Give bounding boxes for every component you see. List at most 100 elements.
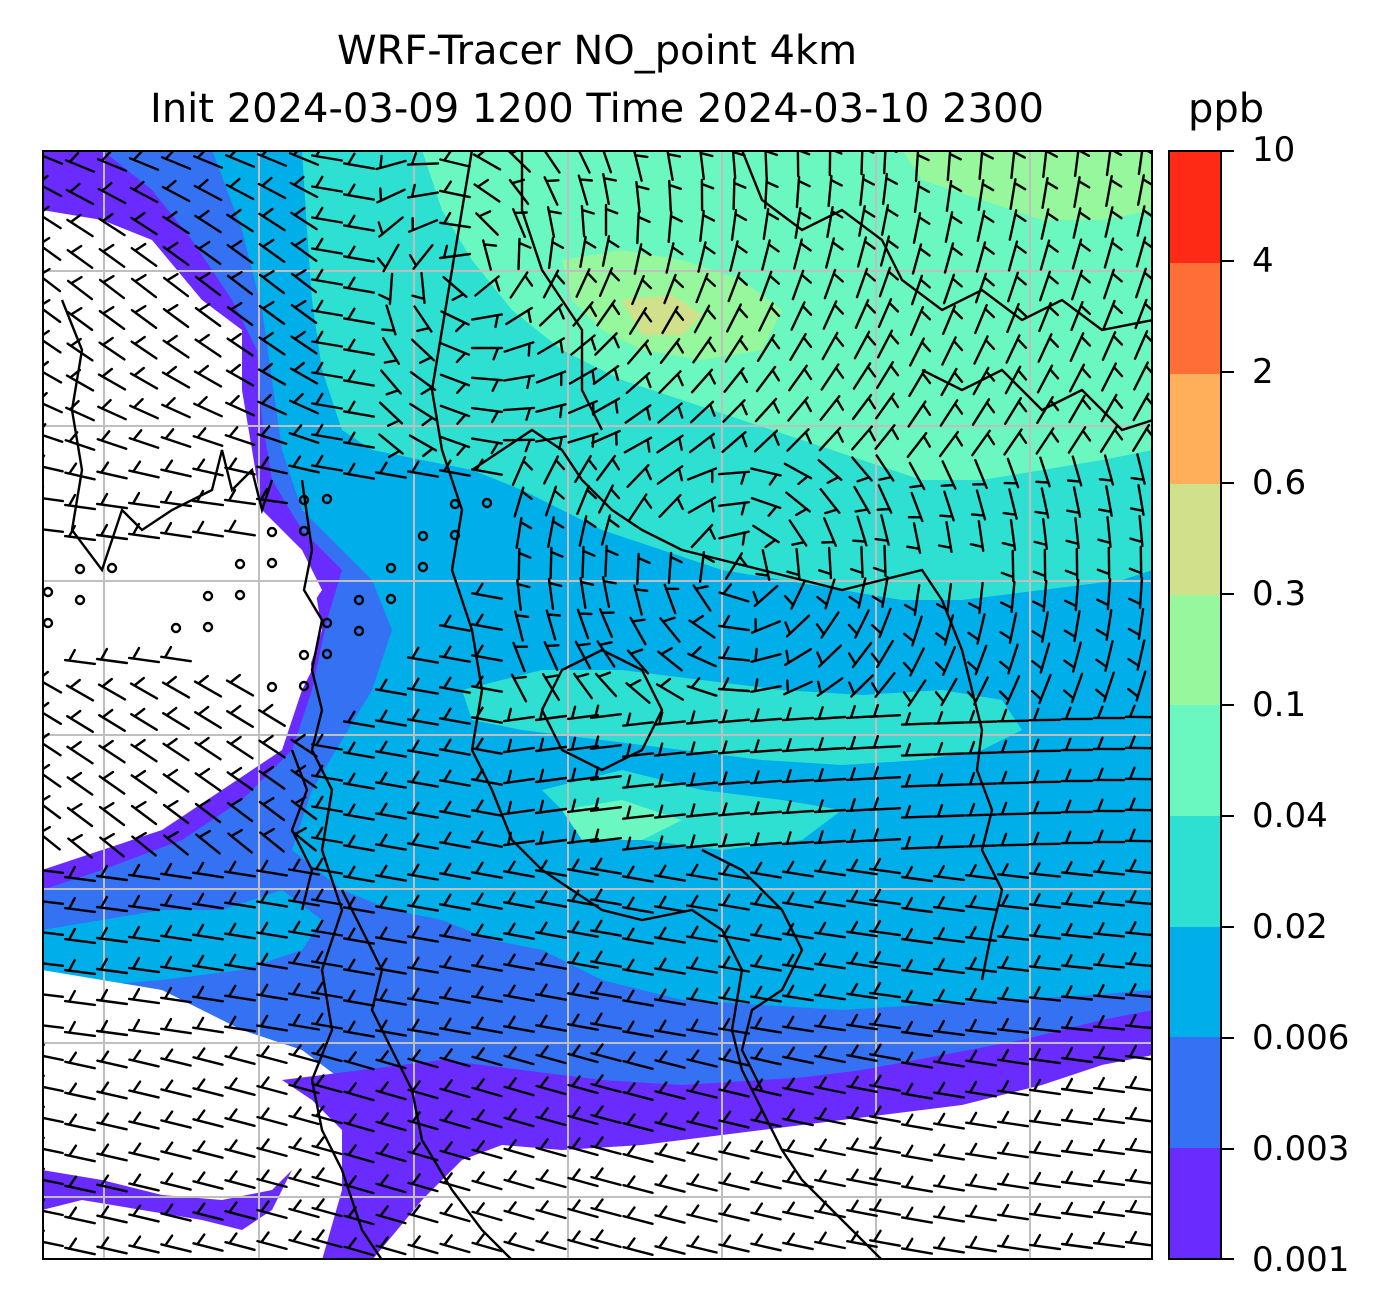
wind-barb bbox=[503, 707, 535, 723]
wind-barb bbox=[95, 895, 129, 913]
wind-barb bbox=[877, 298, 900, 328]
wind-barb bbox=[814, 952, 846, 970]
wind-barb bbox=[846, 889, 878, 907]
wind-barb bbox=[343, 1144, 375, 1164]
wind-barb bbox=[851, 456, 873, 483]
wind-barb bbox=[160, 1017, 192, 1035]
wind-barb bbox=[535, 1076, 567, 1096]
wind-barb bbox=[996, 739, 1030, 754]
wind-barb bbox=[482, 239, 498, 271]
wind-barb bbox=[1033, 517, 1048, 551]
wind-barb bbox=[226, 208, 254, 233]
wind-barb bbox=[1124, 1044, 1153, 1061]
wind-barb bbox=[814, 890, 846, 908]
wind-barb bbox=[42, 516, 65, 533]
wind-barb bbox=[964, 1018, 998, 1035]
calm-wind-marker bbox=[170, 622, 182, 634]
wind-barb bbox=[686, 1142, 718, 1161]
colorbar-tick-label: 0.02 bbox=[1252, 907, 1328, 947]
wind-barb bbox=[784, 614, 811, 638]
wind-barb bbox=[127, 894, 161, 912]
wind-barb bbox=[375, 709, 407, 727]
wind-barb bbox=[968, 581, 984, 615]
wind-barb bbox=[192, 923, 224, 941]
wind-barb bbox=[1063, 641, 1082, 673]
wind-barb bbox=[686, 1111, 718, 1130]
wind-barb bbox=[130, 211, 158, 236]
wind-barb bbox=[257, 362, 287, 386]
wind-barb bbox=[663, 583, 680, 615]
wind-barb bbox=[1028, 707, 1062, 722]
wind-barb bbox=[98, 739, 126, 764]
wind-barb bbox=[378, 272, 394, 306]
wind-barb bbox=[311, 1012, 343, 1030]
wind-barb bbox=[932, 710, 966, 725]
wind-barb bbox=[900, 1020, 934, 1038]
wind-barb bbox=[814, 1231, 846, 1250]
wind-barb bbox=[717, 740, 751, 755]
wind-barb bbox=[932, 803, 966, 818]
wind-barb bbox=[439, 707, 471, 725]
wind-barb bbox=[98, 336, 126, 361]
wind-barb bbox=[997, 1172, 1029, 1190]
wind-barb bbox=[191, 489, 225, 507]
wind-barb bbox=[567, 920, 599, 938]
wind-barb bbox=[311, 733, 343, 751]
wind-barb bbox=[288, 1106, 320, 1126]
wind-barb bbox=[814, 859, 846, 877]
wind-barb bbox=[343, 896, 375, 914]
wind-barb bbox=[621, 805, 655, 820]
wind-barb bbox=[288, 1230, 320, 1250]
wind-barb bbox=[901, 1051, 933, 1069]
wind-barb bbox=[42, 919, 65, 936]
wind-barb bbox=[1103, 268, 1123, 300]
wind-barb bbox=[1095, 671, 1115, 703]
wind-barb bbox=[943, 242, 963, 274]
calm-wind-marker bbox=[385, 562, 397, 574]
wind-barb bbox=[933, 1112, 965, 1130]
wind-barb bbox=[1127, 639, 1146, 671]
wind-barb bbox=[1064, 578, 1080, 612]
wind-barb bbox=[1060, 1108, 1094, 1126]
wind-barb bbox=[288, 1199, 320, 1219]
wind-barb bbox=[592, 364, 620, 386]
wind-barb bbox=[64, 151, 96, 173]
wind-barb bbox=[876, 329, 900, 359]
wind-barb bbox=[816, 677, 844, 697]
wind-barb bbox=[996, 955, 1030, 972]
colorbar-tick-label: 0.006 bbox=[1252, 1018, 1350, 1058]
wind-barb bbox=[1063, 610, 1081, 642]
colorbar-segment bbox=[1170, 705, 1220, 817]
wind-barb bbox=[690, 368, 716, 394]
wind-barb bbox=[471, 1202, 503, 1222]
wind-barb bbox=[577, 150, 591, 174]
wind-barb bbox=[539, 303, 565, 327]
wind-barb bbox=[595, 454, 621, 482]
wind-barb bbox=[95, 864, 129, 882]
wind-barb bbox=[1097, 515, 1112, 549]
wind-barb bbox=[535, 1107, 567, 1127]
wind-barb bbox=[258, 238, 286, 263]
wind-barb bbox=[598, 484, 621, 514]
wind-barb bbox=[590, 1043, 622, 1063]
wind-barb bbox=[852, 362, 877, 390]
wind-barb bbox=[503, 1139, 535, 1159]
wind-barb bbox=[311, 299, 343, 317]
wind-barb bbox=[933, 1081, 965, 1099]
wind-barb bbox=[471, 706, 503, 724]
wind-barb bbox=[512, 208, 528, 238]
wind-barb bbox=[225, 394, 255, 417]
wind-barb bbox=[718, 924, 750, 942]
wind-barb bbox=[870, 639, 894, 669]
wind-barb bbox=[224, 953, 256, 971]
wind-barb bbox=[566, 767, 600, 783]
wind-barb bbox=[375, 802, 407, 820]
wind-barb bbox=[256, 1200, 288, 1220]
wind-barb bbox=[1060, 892, 1094, 908]
wind-barb bbox=[502, 438, 536, 453]
wind-barb bbox=[574, 454, 598, 484]
wind-barb bbox=[628, 307, 653, 335]
wind-barb bbox=[224, 1232, 256, 1251]
wind-barb bbox=[288, 920, 320, 938]
wind-barb bbox=[900, 927, 934, 945]
